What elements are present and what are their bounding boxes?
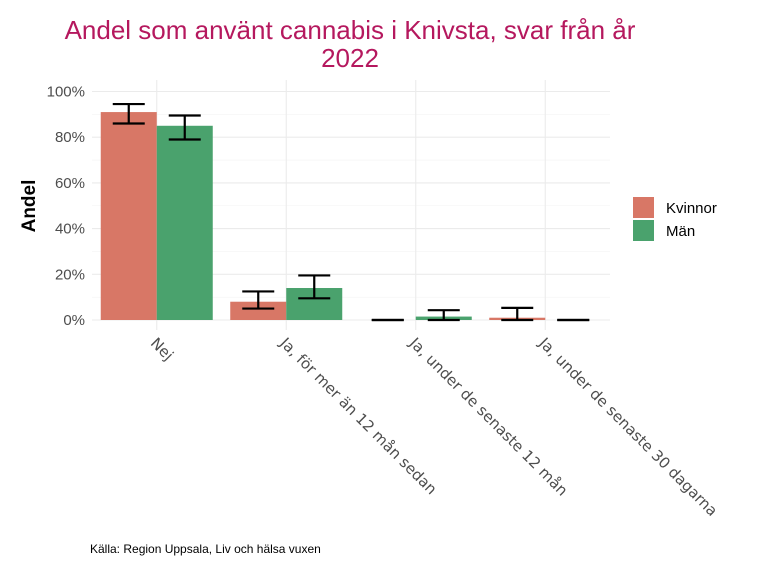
error-bar [298, 274, 331, 300]
error-bar [242, 290, 275, 310]
chart-title-line-1: Andel som använt cannabis i Knivsta, sva… [65, 15, 636, 45]
chart-title-line-2: 2022 [321, 43, 379, 73]
y-tick-label: 60% [55, 175, 85, 192]
legend-item: Kvinnor [633, 197, 717, 218]
y-tick-label: 100% [47, 84, 85, 101]
x-tick-label: Nej [147, 334, 177, 364]
legend-label: Män [666, 223, 695, 240]
y-tick-label: 20% [55, 266, 85, 283]
error-bar [501, 306, 534, 322]
error-bars [112, 102, 590, 322]
y-tick-label: 80% [55, 129, 85, 146]
chart-title: Andel som använt cannabis i Knivsta, sva… [65, 15, 636, 73]
legend-item: Män [633, 220, 695, 241]
error-bar [427, 309, 460, 322]
y-axis-label: Andel [19, 180, 40, 233]
legend-label: Kvinnor [666, 200, 717, 217]
caption: Källa: Region Uppsala, Liv och hälsa vux… [90, 542, 321, 556]
bar [230, 301, 287, 320]
legend-swatch [633, 220, 654, 241]
bar [100, 112, 157, 320]
error-bar [112, 102, 145, 125]
legend: Kvinnor Män [633, 197, 717, 241]
error-bar [168, 114, 201, 141]
bar [156, 125, 213, 321]
x-tick-label: Ja, för mer än 12 mån sedan [276, 333, 441, 498]
legend-swatch [633, 197, 654, 218]
y-tick-label: 0% [63, 312, 85, 329]
y-axis-ticks: 0% 20% 40% 60% 80% 100% [47, 84, 85, 330]
y-tick-label: 40% [55, 221, 85, 238]
bars [100, 112, 546, 321]
